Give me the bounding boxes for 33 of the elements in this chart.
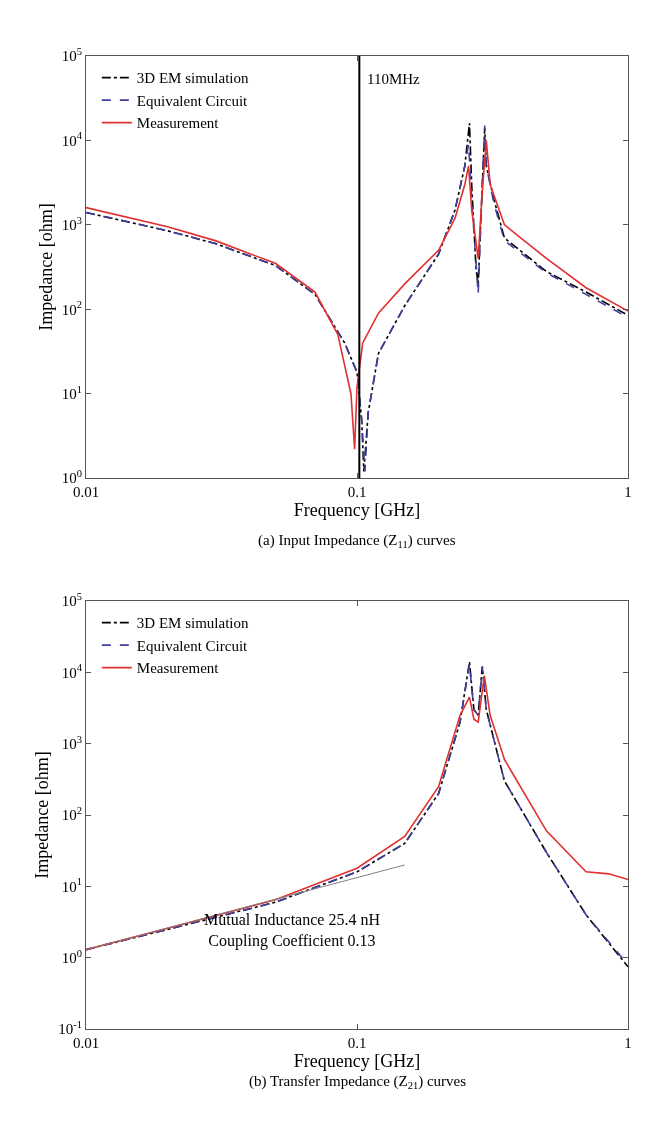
x-tick-label: 1 [624,1035,632,1052]
legend-label: Equivalent Circuit [136,637,249,654]
x-axis-title: Frequency [GHz] [293,500,421,521]
legend-label: Measurement [136,115,220,132]
y-tick-label: 10$^{5}$ [61,45,82,65]
text: (b) Transfer Impedance (Z$_{21}$) curves [249,1073,467,1092]
ref-line-label: 110MHz [367,71,421,87]
text: (a) Input Impedance (Z$_{11}$) curves [258,532,456,551]
y-tick-label: 10$^{0}$ [61,468,82,487]
legend-label: 3D EM simulation [136,615,250,632]
y-axis-title: Impedance [ohm] [35,203,56,331]
y-tick-label: 10$^{2}$ [61,299,82,318]
legend-label: Equivalent Circuit [136,92,249,109]
y-tick-label: 10$^{0}$ [61,947,82,967]
x-tick-label: 0.1 [347,484,367,501]
x-tick-label: 0.1 [347,1035,367,1052]
y-tick-label: 10$^{-1}$ [58,1019,82,1038]
y-axis-title: Impedance [ohm] [32,751,53,879]
y-tick-label: 10$^{1}$ [61,383,82,402]
x-tick-label: 0.01 [72,1035,100,1052]
x-axis-title: Frequency [GHz] [293,1051,421,1072]
y-tick-label: 10$^{2}$ [61,805,82,824]
y-tick-label: 10$^{3}$ [61,733,82,752]
annotation: Mutual Inductance 25.4 nH Coupling Coefficient 0.13 [204,911,381,950]
x-tick-label: 1 [624,484,632,501]
legend-label: 3D EM simulation [136,70,250,87]
y-tick-label: 10$^{4}$ [61,130,83,149]
y-tick-label: 10$^{1}$ [61,876,82,895]
legend-label: Measurement [136,660,220,677]
x-tick-label: 0.01 [72,484,100,501]
y-tick-label: 10$^{4}$ [61,662,83,681]
y-tick-label: 10$^{3}$ [61,214,82,234]
y-tick-label: 10$^{5}$ [61,590,82,610]
